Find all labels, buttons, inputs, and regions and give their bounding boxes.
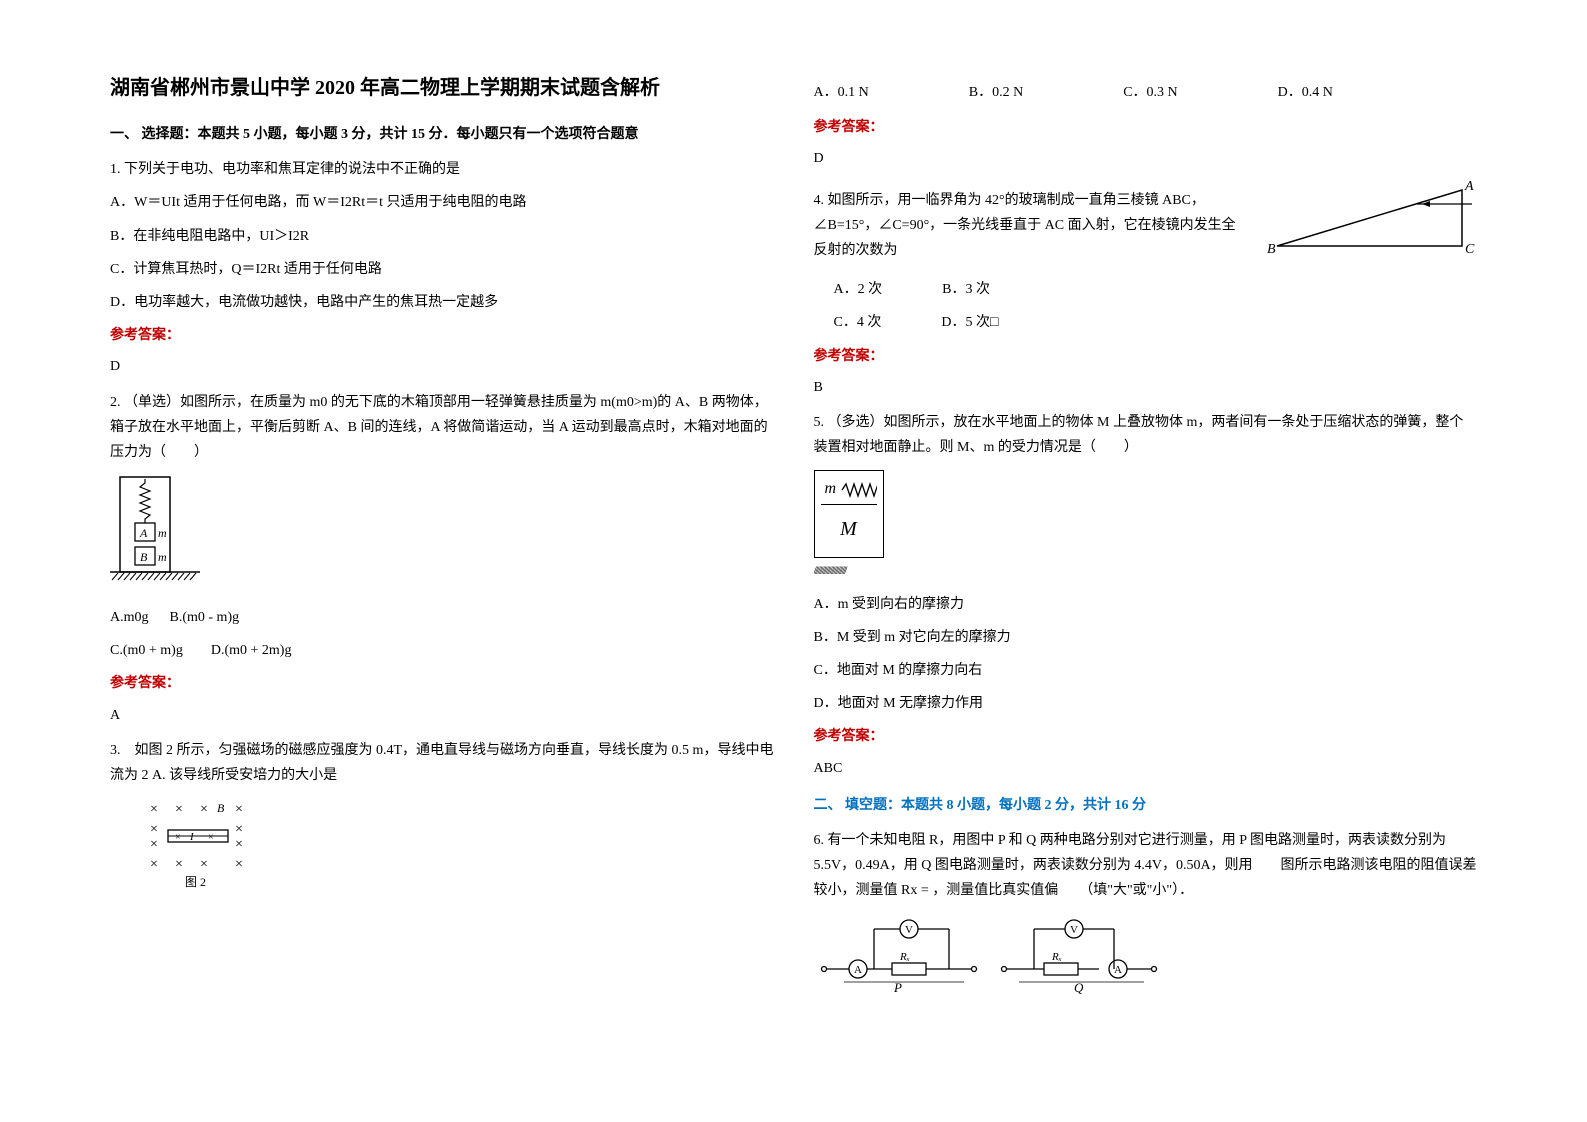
circuit-diagram: V A Rₓ P <box>814 914 1174 1004</box>
svg-text:×: × <box>200 857 208 872</box>
q5-answer: ABC <box>814 756 1478 781</box>
q5-option-d: D．地面对 M 无摩擦力作用 <box>814 691 1478 716</box>
q5-option-c: C．地面对 M 的摩擦力向右 <box>814 658 1478 683</box>
box-spring-diagram: A m B m <box>110 475 200 595</box>
svg-text:Rₓ: Rₓ <box>1051 951 1062 963</box>
q2-answer: A <box>110 703 774 728</box>
q3-option-d: D．0.4 N <box>1278 80 1333 105</box>
svg-text:×: × <box>175 802 183 817</box>
q5-big-m-label: M <box>840 518 857 540</box>
svg-text:×: × <box>150 822 158 837</box>
svg-text:V: V <box>1070 924 1078 936</box>
q3-answer-label: 参考答案： <box>814 115 1478 140</box>
q5-option-b: B．M 受到 m 对它向左的摩擦力 <box>814 625 1478 650</box>
section-2-header: 二、 填空题：本题共 8 小题，每小题 2 分，共计 16 分 <box>814 793 1478 818</box>
q2-option-a: A.m0g <box>110 610 149 625</box>
q3-diagram: ×××× B ×× ×× ×××× × I × 图 2 <box>110 798 774 888</box>
svg-text:×: × <box>235 837 243 852</box>
svg-text:B: B <box>140 550 148 564</box>
prism-diagram: A B C <box>1267 178 1477 258</box>
q5-answer-label: 参考答案： <box>814 724 1478 749</box>
svg-text:Rₓ: Rₓ <box>899 951 910 963</box>
q4-option-c: C．4 次 <box>834 310 882 335</box>
q2-diagram: A m B m <box>110 475 774 595</box>
q2-options-cd: C.(m0 + m)g D.(m0 + 2m)g <box>110 638 774 663</box>
q4-answer-label: 参考答案： <box>814 344 1478 369</box>
svg-text:A: A <box>1464 179 1474 194</box>
q6-diagram: V A Rₓ P <box>814 914 1478 1004</box>
q5-option-a: A．m 受到向右的摩擦力 <box>814 592 1478 617</box>
q3-stem: 3. 如图 2 所示，匀强磁场的磁感应强度为 0.4T，通电直导线与磁场方向垂直… <box>110 738 774 788</box>
svg-text:×: × <box>175 857 183 872</box>
svg-text:×: × <box>200 802 208 817</box>
svg-text:m: m <box>158 526 167 540</box>
q2-option-d: D.(m0 + 2m)g <box>211 643 292 658</box>
q4-options-ab: A．2 次 B．3 次 <box>834 277 1478 302</box>
q5-diagram: m M //////////////////////// <box>814 470 1478 581</box>
q4-answer: B <box>814 375 1478 400</box>
svg-text:C: C <box>1465 242 1475 257</box>
svg-text:×: × <box>150 802 158 817</box>
q1-option-a: A．W＝UIt 适用于任何电路，而 W＝I2Rt＝t 只适用于纯电阻的电路 <box>110 190 774 215</box>
svg-text:×: × <box>208 832 214 843</box>
svg-text:A: A <box>139 526 148 540</box>
svg-text:A: A <box>1114 964 1122 976</box>
q2-option-c: C.(m0 + m)g <box>110 643 183 658</box>
document-title: 湖南省郴州市景山中学 2020 年高二物理上学期期末试题含解析 <box>110 70 774 106</box>
q4-option-a: A．2 次 <box>834 277 883 302</box>
svg-text:B: B <box>217 801 225 815</box>
q1-option-b: B．在非纯电阻电路中，UI＞I2R <box>110 224 774 249</box>
svg-text:m: m <box>158 550 167 564</box>
q4-option-d: D．5 次□ <box>941 310 998 335</box>
q2-answer-label: 参考答案： <box>110 671 774 696</box>
q3-option-b: B．0.2 N <box>969 80 1023 105</box>
svg-text:I: I <box>189 831 195 843</box>
q6-stem: 6. 有一个未知电阻 R，用图中 P 和 Q 两种电路分别对它进行测量，用 P … <box>814 828 1478 904</box>
q2-option-b: B.(m0 - m)g <box>170 610 240 625</box>
q3-answer: D <box>814 146 1478 171</box>
q2-options-ab: A.m0g B.(m0 - m)g <box>110 605 774 630</box>
q1-option-c: C．计算焦耳热时，Q＝I2Rt 适用于任何电路 <box>110 257 774 282</box>
q5-m-label: m <box>825 475 837 504</box>
q4-wrap: 4. 如图所示，用一临界角为 42°的玻璃制成一直角三棱镜 ABC，∠B=15°… <box>814 178 1478 270</box>
svg-text:×: × <box>150 837 158 852</box>
svg-text:V: V <box>905 924 913 936</box>
q3-options: A．0.1 N B．0.2 N C．0.3 N D．0.4 N <box>814 80 1478 105</box>
ground-hash: //////////////////////// <box>814 560 924 582</box>
spring-icon <box>840 482 876 498</box>
svg-text:×: × <box>235 802 243 817</box>
svg-text:A: A <box>854 964 862 976</box>
q4-option-b: B．3 次 <box>942 277 990 302</box>
q1-option-d: D．电功率越大，电流做功越快，电路中产生的焦耳热一定越多 <box>110 290 774 315</box>
q4-stem: 4. 如图所示，用一临界角为 42°的玻璃制成一直角三棱镜 ABC，∠B=15°… <box>814 188 1248 264</box>
q1-stem: 1. 下列关于电功、电功率和焦耳定律的说法中不正确的是 <box>110 157 774 182</box>
q1-answer: D <box>110 354 774 379</box>
svg-text:B: B <box>1267 242 1276 257</box>
q5-stem: 5. （多选）如图所示，放在水平地面上的物体 M 上叠放物体 m，两者间有一条处… <box>814 410 1478 460</box>
left-column: 湖南省郴州市景山中学 2020 年高二物理上学期期末试题含解析 一、 选择题：本… <box>90 70 794 1052</box>
q4-options-cd: C．4 次 D．5 次□ <box>834 310 1478 335</box>
q2-stem: 2. （单选）如图所示，在质量为 m0 的无下底的木箱顶部用一轻弹簧悬挂质量为 … <box>110 390 774 466</box>
section-1-header: 一、 选择题：本题共 5 小题，每小题 3 分，共计 15 分．每小题只有一个选… <box>110 122 774 147</box>
q3-option-c: C．0.3 N <box>1123 80 1177 105</box>
q1-answer-label: 参考答案： <box>110 323 774 348</box>
q3-option-a: A．0.1 N <box>814 80 869 105</box>
svg-text:×: × <box>150 857 158 872</box>
svg-text:×: × <box>175 832 181 843</box>
svg-text:×: × <box>235 857 243 872</box>
svg-text:图 2: 图 2 <box>185 875 206 888</box>
right-column: A．0.1 N B．0.2 N C．0.3 N D．0.4 N 参考答案： D … <box>794 70 1498 1052</box>
svg-text:×: × <box>235 822 243 837</box>
magnetic-field-diagram: ×××× B ×× ×× ×××× × I × 图 2 <box>140 798 260 888</box>
